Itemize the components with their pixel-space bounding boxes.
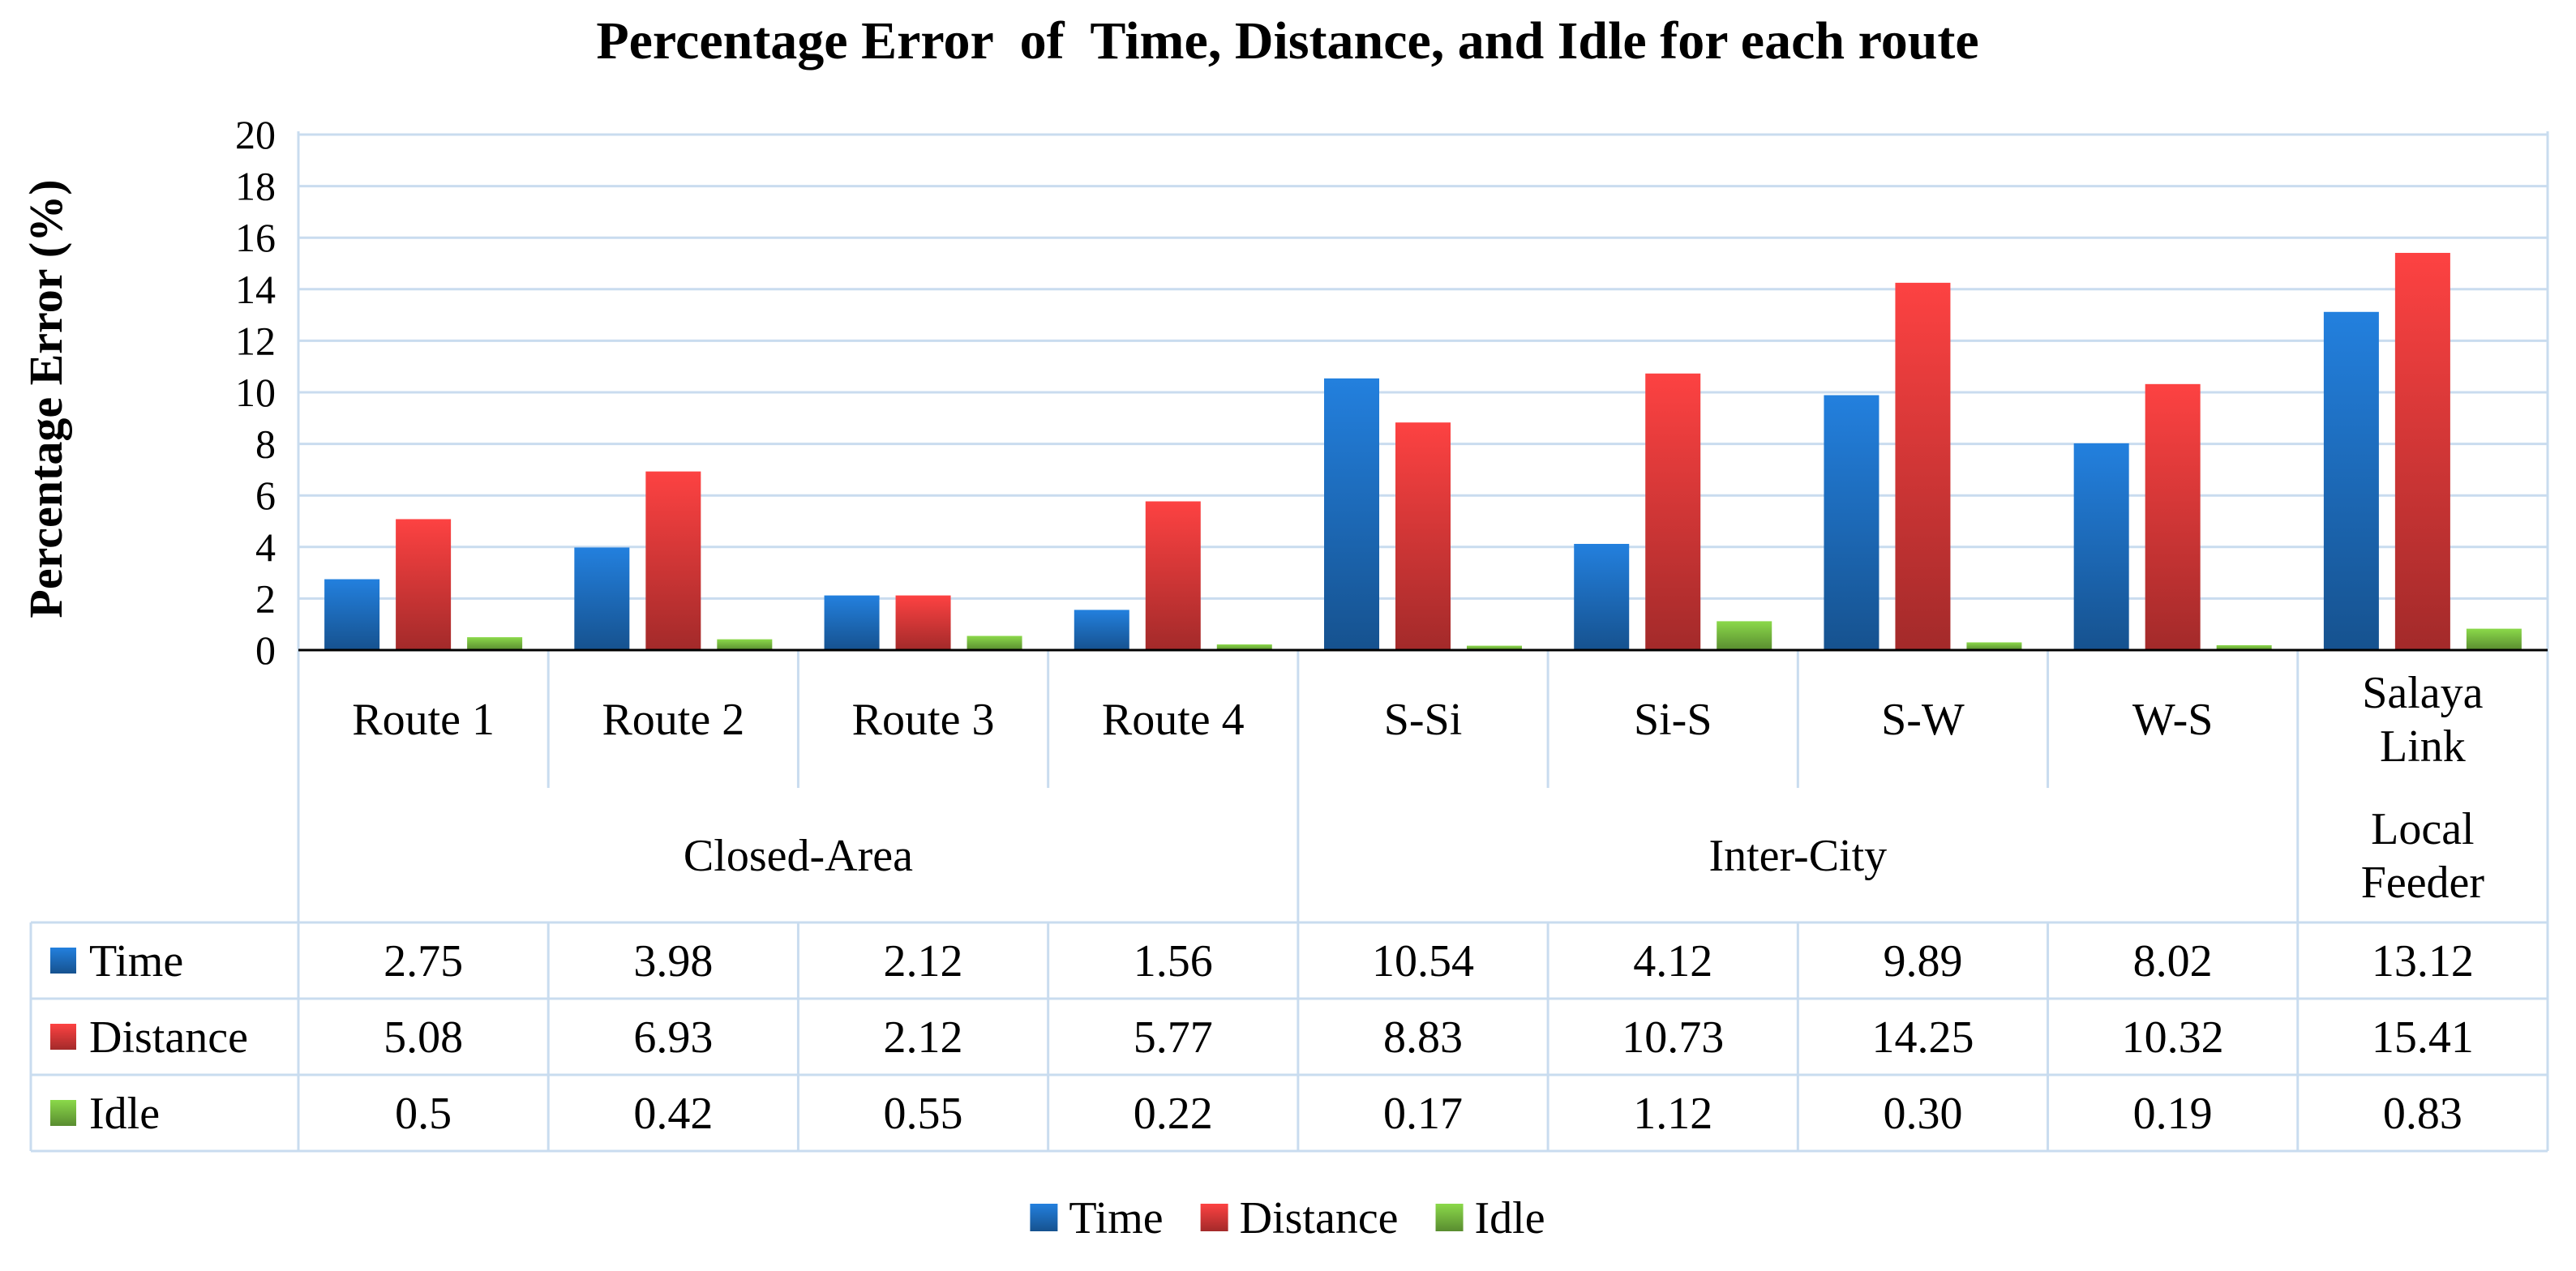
category-label: S-Si <box>1384 695 1463 745</box>
category-label: Salaya <box>2362 668 2483 718</box>
table-series-name: Time <box>89 936 183 986</box>
legend-key <box>1435 1204 1464 1231</box>
category-label: W-S <box>2132 695 2214 745</box>
table-cell-value: 5.77 <box>1134 1012 1213 1063</box>
table-cell-value: 2.12 <box>884 936 963 986</box>
legend-label: Time <box>1069 1193 1163 1243</box>
bar-idle <box>2216 644 2272 650</box>
bar-time <box>2323 311 2379 650</box>
y-tick-label: 0 <box>255 627 276 673</box>
table-legend-key <box>50 1024 76 1050</box>
table-series-name: Idle <box>89 1089 160 1139</box>
bar-idle <box>1717 621 1772 650</box>
bar-time <box>324 579 380 650</box>
plot-area: 0 2 4 6 8 10 12 14 16 18 20 Route 1 Route 2 Route 3 Ro… <box>29 112 2549 1243</box>
bar-idle <box>717 639 773 650</box>
bar-time <box>1824 395 1879 650</box>
group-label: Closed-Area <box>684 831 913 881</box>
bar-distance <box>2145 383 2201 650</box>
table-cell-value: 2.12 <box>884 1012 963 1063</box>
legend-label: Idle <box>1475 1193 1545 1243</box>
bar-time <box>1574 543 1630 650</box>
table-series-name: Distance <box>89 1012 248 1063</box>
table-cell-value: 10.54 <box>1372 936 1474 986</box>
table-cell-value: 0.42 <box>633 1089 713 1139</box>
table-legend-key <box>50 948 76 974</box>
table-cell-value: 6.93 <box>633 1012 713 1063</box>
group-label: Local <box>2371 804 2474 854</box>
bar-distance <box>1395 422 1451 650</box>
category-label: Si-S <box>1634 695 1712 745</box>
table-cell-value: 0.17 <box>1383 1089 1463 1139</box>
table-cell-value: 0.83 <box>2383 1089 2462 1139</box>
table-cell-value: 14.25 <box>1871 1012 1974 1063</box>
table-cell-value: 0.5 <box>395 1089 452 1139</box>
category-label: Route 1 <box>352 695 495 745</box>
bar-time <box>1324 378 1379 650</box>
table-cell-value: 0.22 <box>1134 1089 1213 1139</box>
group-label: Inter-City <box>1708 831 1887 881</box>
table-cell-value: 0.55 <box>884 1089 963 1139</box>
legend-key <box>1030 1204 1058 1231</box>
category-label: Route 2 <box>602 695 744 745</box>
table-cell-value: 8.83 <box>1383 1012 1463 1063</box>
y-tick-label: 18 <box>235 164 276 209</box>
bar-distance <box>396 519 452 650</box>
y-tick-label: 20 <box>235 112 276 157</box>
table-legend-key <box>50 1100 76 1126</box>
table-cell-value: 8.02 <box>2133 936 2213 986</box>
y-tick-label: 4 <box>255 524 276 570</box>
bar-idle <box>1467 645 1522 650</box>
bar-distance <box>895 595 951 650</box>
bar-distance <box>1145 501 1201 650</box>
bar-idle <box>1216 644 1272 650</box>
chart-title: Percentage Error of Time, Distance, and … <box>596 11 1978 71</box>
table-cell-value: 3.98 <box>633 936 713 986</box>
table-cell-value: 1.12 <box>1633 1089 1712 1139</box>
y-tick-label: 10 <box>235 370 276 415</box>
y-tick-label: 8 <box>255 422 276 467</box>
table-cell-value: 10.32 <box>2122 1012 2224 1063</box>
y-axis-label: Percentage Error (%) <box>19 179 72 618</box>
bar-distance <box>645 471 701 650</box>
y-tick-label: 12 <box>235 318 276 363</box>
bar-time <box>2073 443 2129 650</box>
bar-distance <box>1895 282 1951 650</box>
y-tick-label: 2 <box>255 576 276 621</box>
table-cell-value: 4.12 <box>1633 936 1712 986</box>
bar-idle <box>967 636 1022 650</box>
legend-key <box>1200 1204 1228 1231</box>
table-cell-value: 5.08 <box>384 1012 463 1063</box>
category-label: Link <box>2380 721 2466 772</box>
bar-time <box>574 547 630 650</box>
category-label: S-W <box>1881 695 1965 745</box>
category-label: Route 4 <box>1102 695 1245 745</box>
bar-time <box>1074 610 1129 650</box>
legend-label: Distance <box>1240 1193 1399 1243</box>
y-tick-label: 16 <box>235 215 276 260</box>
table-cell-value: 2.75 <box>384 936 463 986</box>
bar-idle <box>467 637 523 650</box>
table-cell-value: 10.73 <box>1622 1012 1724 1063</box>
bar-idle <box>1966 642 2022 650</box>
table-cell-value: 13.12 <box>2372 936 2474 986</box>
table-cell-value: 0.30 <box>1883 1089 1962 1139</box>
table-cell-value: 15.41 <box>2372 1012 2474 1063</box>
table-cell-value: 1.56 <box>1134 936 1213 986</box>
bar-distance <box>1645 373 1701 650</box>
table-cell-value: 0.19 <box>2133 1089 2213 1139</box>
group-label: Feeder <box>2361 858 2485 908</box>
category-label: Route 3 <box>852 695 995 745</box>
y-tick-label: 6 <box>255 473 276 518</box>
y-tick-label: 14 <box>235 267 276 312</box>
table-cell-value: 9.89 <box>1883 936 1962 986</box>
bar-distance <box>2394 252 2450 650</box>
bar-idle <box>2466 628 2522 650</box>
bar-time <box>824 595 880 650</box>
